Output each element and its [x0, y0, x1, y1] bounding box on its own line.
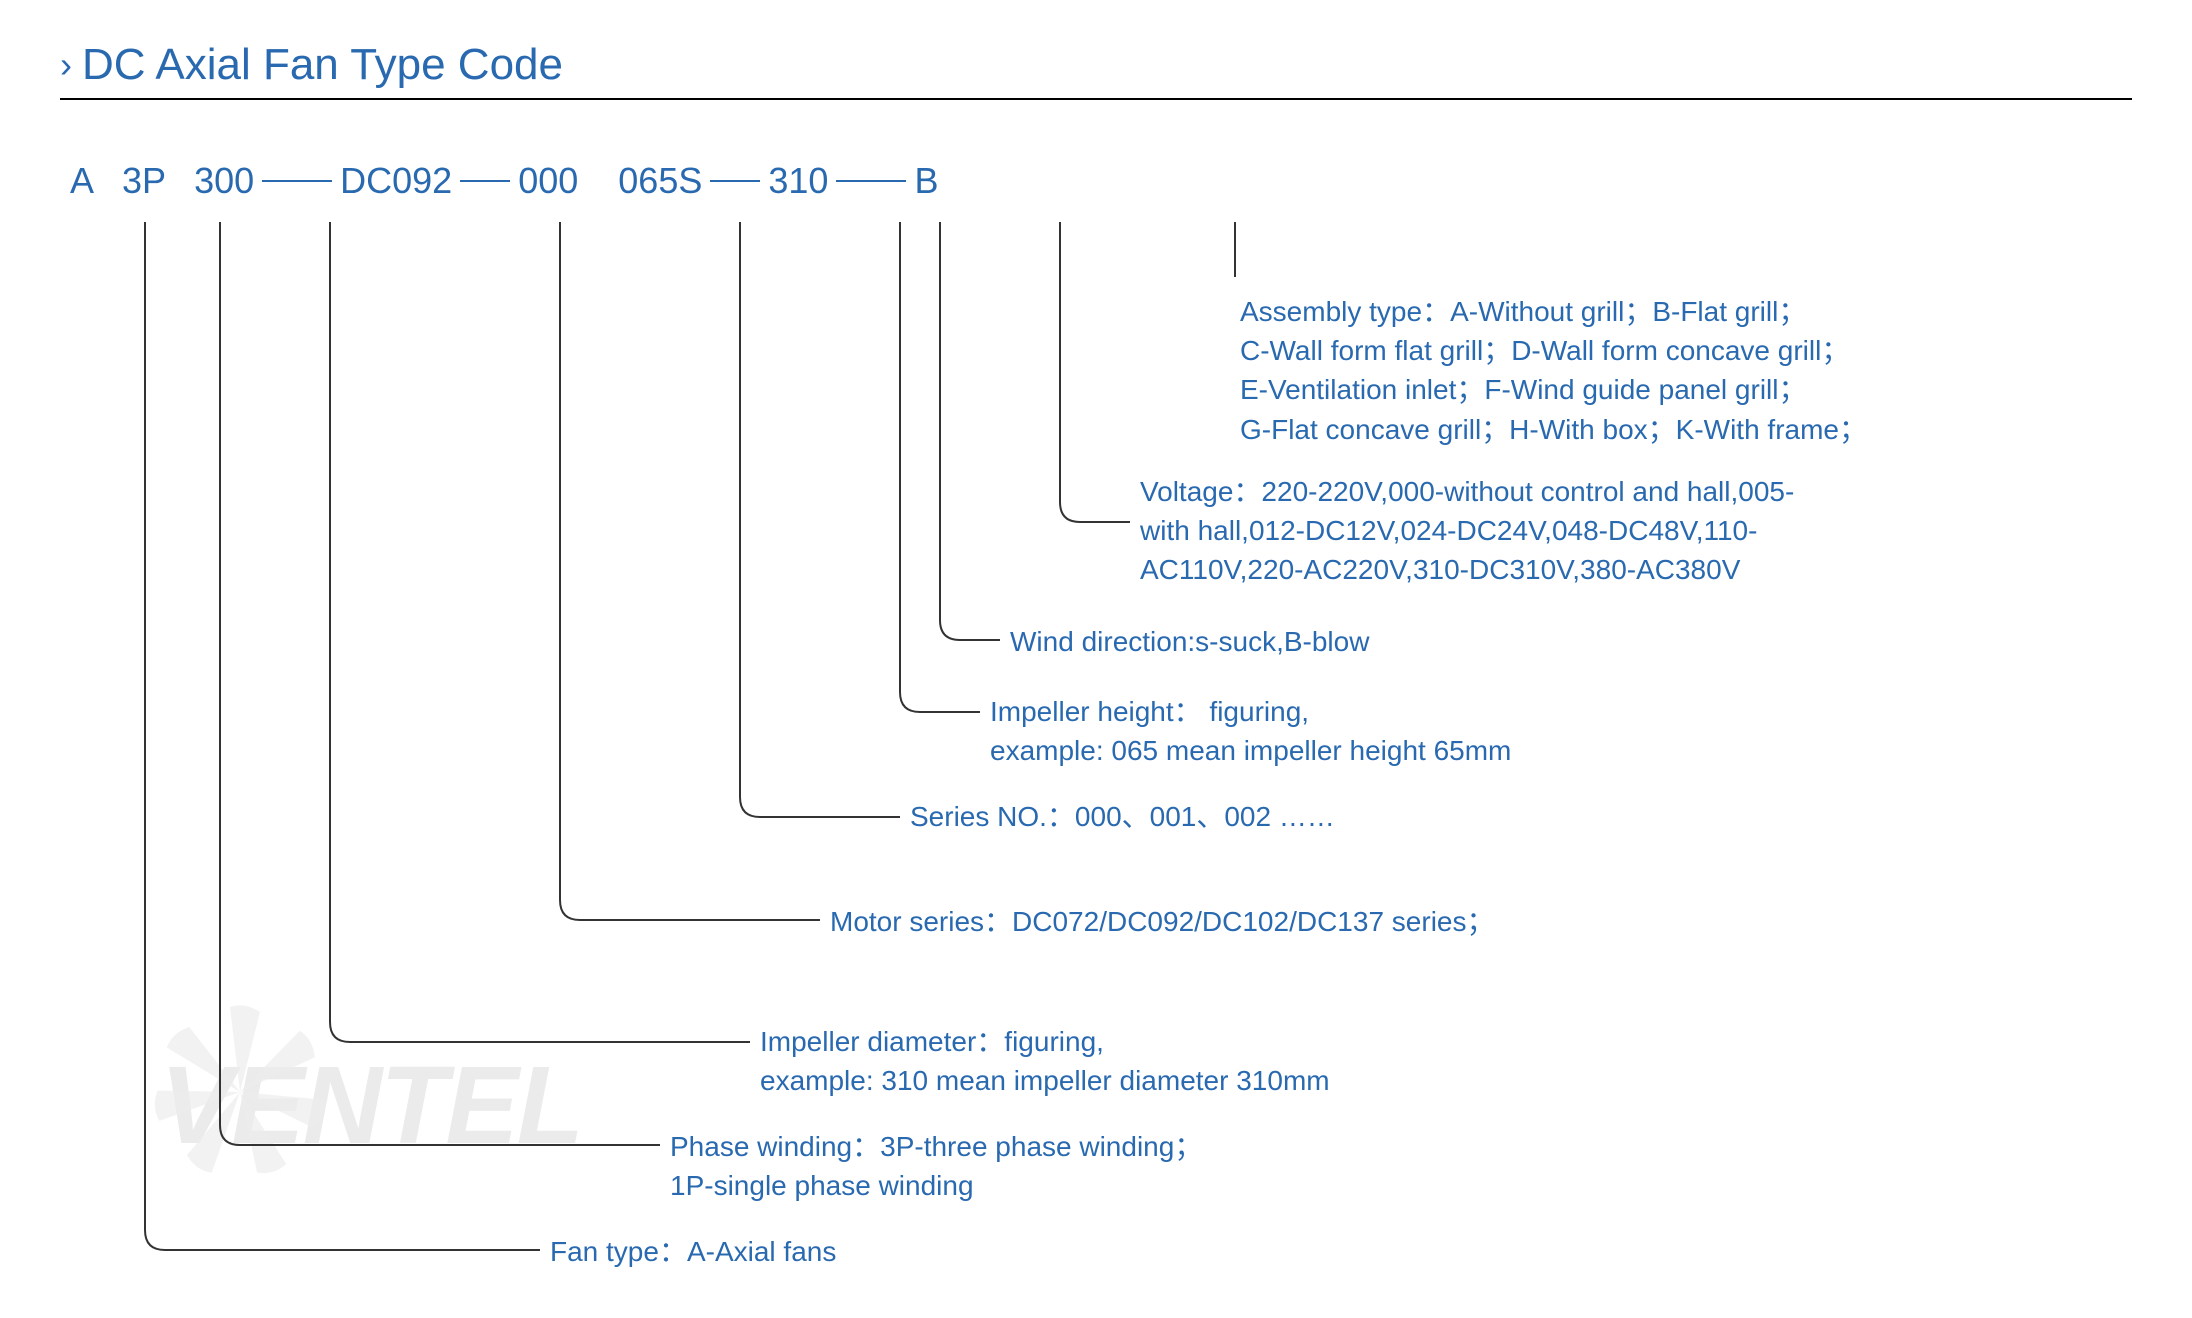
desc-wind-direction: Wind direction:s-suck,B-blow — [1010, 622, 1369, 661]
dash — [836, 180, 906, 182]
code-fan-type: A — [70, 160, 94, 202]
desc-line: Fan type：A-Axial fans — [550, 1232, 836, 1271]
code-series-no: 000 — [518, 160, 578, 202]
desc-fan-type: Fan type：A-Axial fans — [550, 1232, 836, 1271]
desc-line: Voltage：220-220V,000-without control and… — [1140, 472, 1794, 511]
page-title: DC Axial Fan Type Code — [82, 40, 563, 90]
desc-line: Assembly type：A-Without grill；B-Flat gri… — [1240, 292, 1867, 331]
desc-line: with hall,012-DC12V,024-DC24V,048-DC48V,… — [1140, 511, 1794, 550]
desc-series-no: Series NO.：000、001、002 …… — [910, 797, 1335, 836]
fan-icon — [140, 992, 340, 1192]
title-underline — [60, 98, 2132, 100]
desc-motor-series: Motor series：DC072/DC092/DC102/DC137 ser… — [830, 902, 1494, 941]
code-motor-series: DC092 — [340, 160, 452, 202]
desc-line: Series NO.：000、001、002 …… — [910, 797, 1335, 836]
desc-line: 1P-single phase winding — [670, 1166, 1202, 1205]
desc-line: AC110V,220-AC220V,310-DC310V,380-AC380V — [1140, 550, 1794, 589]
code-phase-winding: 3P — [122, 160, 166, 202]
dash — [262, 180, 332, 182]
desc-line: E-Ventilation inlet；F-Wind guide panel g… — [1240, 370, 1867, 409]
desc-line: C-Wall form flat grill；D-Wall form conca… — [1240, 331, 1867, 370]
code-assembly-type: B — [914, 160, 938, 202]
desc-line: G-Flat concave grill；H-With box；K-With f… — [1240, 410, 1867, 449]
code-impeller-height-wind: 065S — [618, 160, 702, 202]
dash — [460, 180, 510, 182]
desc-line: Impeller diameter：figuring, — [760, 1022, 1330, 1061]
desc-voltage: Voltage：220-220V,000-without control and… — [1140, 472, 1794, 590]
chevron-icon: › — [60, 44, 72, 86]
diagram-area: VENTEL Assembly type：A-Without grill；B-F… — [60, 222, 2132, 1272]
dash — [710, 180, 760, 182]
code-impeller-diameter: 300 — [194, 160, 254, 202]
desc-line: Impeller height： figuring, — [990, 692, 1511, 731]
desc-phase-winding: Phase winding：3P-three phase winding； 1P… — [670, 1127, 1202, 1205]
watermark-text: VENTEL — [160, 1044, 582, 1167]
desc-impeller-diameter: Impeller diameter：figuring, example: 310… — [760, 1022, 1330, 1100]
desc-assembly-type: Assembly type：A-Without grill；B-Flat gri… — [1240, 292, 1867, 449]
desc-line: Motor series：DC072/DC092/DC102/DC137 ser… — [830, 902, 1494, 941]
title-row: › DC Axial Fan Type Code — [60, 40, 2132, 90]
desc-line: example: 065 mean impeller height 65mm — [990, 731, 1511, 770]
desc-line: Wind direction:s-suck,B-blow — [1010, 622, 1369, 661]
desc-impeller-height: Impeller height： figuring, example: 065 … — [990, 692, 1511, 770]
desc-line: Phase winding：3P-three phase winding； — [670, 1127, 1202, 1166]
desc-line: example: 310 mean impeller diameter 310m… — [760, 1061, 1330, 1100]
code-voltage: 310 — [768, 160, 828, 202]
watermark: VENTEL — [160, 1042, 582, 1169]
type-code-row: A 3P 300 DC092 000 065S 310 B — [60, 160, 2132, 202]
